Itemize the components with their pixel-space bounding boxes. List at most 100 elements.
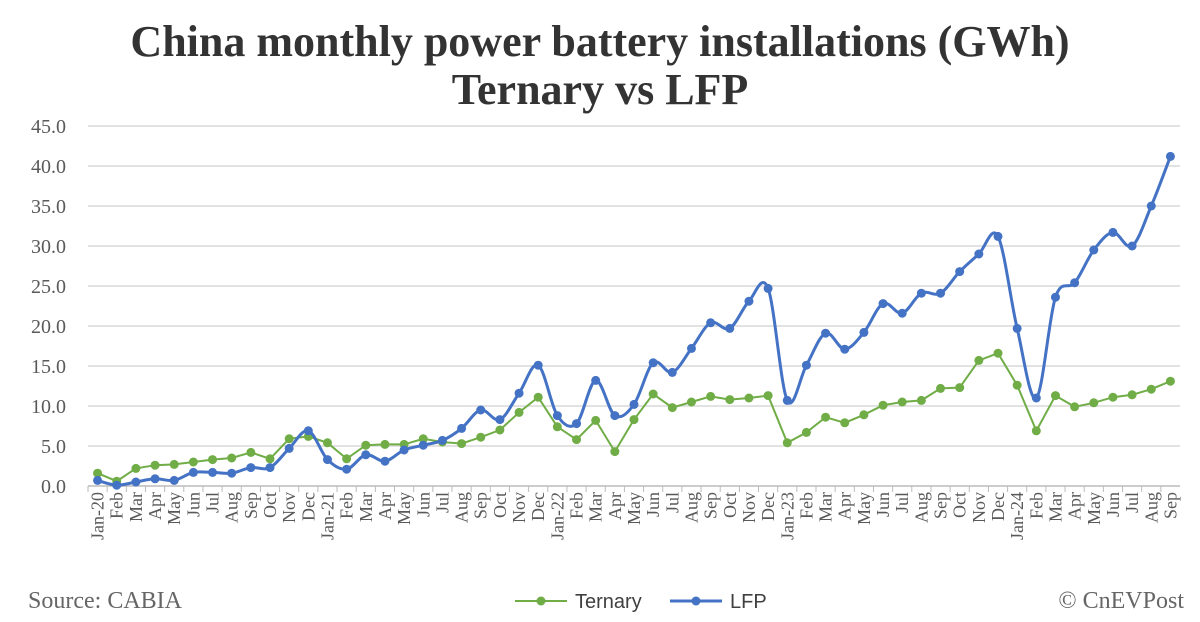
data-point-lfp <box>322 455 332 465</box>
data-point-lfp <box>801 360 811 370</box>
data-point-lfp <box>686 343 696 353</box>
x-tick-label: Apr <box>605 492 625 520</box>
x-tick-label: Jan-20 <box>88 492 108 540</box>
data-point-ternary <box>916 395 926 405</box>
data-point-lfp <box>591 375 601 385</box>
data-point-lfp <box>246 463 256 473</box>
y-tick-label: 35.0 <box>31 196 66 218</box>
data-point-ternary <box>572 435 582 445</box>
data-point-lfp <box>1070 278 1080 288</box>
data-point-ternary <box>552 422 562 432</box>
x-tick-label: Jun <box>1103 492 1123 517</box>
x-tick-label: Mar <box>816 492 836 522</box>
data-point-lfp <box>552 411 562 421</box>
data-point-ternary <box>418 434 428 444</box>
x-tick-label: Mar <box>356 492 376 522</box>
x-tick-label: Feb <box>1026 492 1046 519</box>
x-tick-label: Aug <box>452 492 472 523</box>
data-point-ternary <box>610 447 620 457</box>
data-point-ternary <box>533 392 543 402</box>
data-point-lfp <box>840 344 850 354</box>
data-point-lfp <box>265 463 275 473</box>
x-tick-label: Apr <box>835 492 855 520</box>
x-tick-label: Aug <box>1141 492 1161 523</box>
data-point-lfp <box>208 467 218 477</box>
data-point-ternary <box>1146 384 1156 394</box>
data-point-lfp <box>725 323 735 333</box>
data-point-lfp <box>782 395 792 405</box>
x-tick-label: Mar <box>1045 492 1065 522</box>
data-point-lfp <box>150 474 160 484</box>
data-point-lfp <box>1146 201 1156 211</box>
data-point-lfp <box>878 299 888 309</box>
x-tick-label: May <box>1084 492 1104 525</box>
data-point-ternary <box>859 410 869 420</box>
data-point-ternary <box>188 457 198 467</box>
y-tick-label: 5.0 <box>41 436 66 458</box>
credit-label: © CnEVPost <box>1058 588 1184 614</box>
x-tick-label: Nov <box>279 492 299 523</box>
x-tick-label: Jul <box>662 492 682 513</box>
data-point-ternary <box>227 453 237 463</box>
data-point-lfp <box>1050 292 1060 302</box>
x-tick-label: Jun <box>183 492 203 517</box>
data-point-lfp <box>131 477 141 487</box>
source-label: Source: CABIA <box>28 588 182 614</box>
x-tick-label: Nov <box>739 492 759 523</box>
data-point-lfp <box>476 405 486 415</box>
data-point-lfp <box>897 308 907 318</box>
data-point-lfp <box>955 267 965 277</box>
data-point-ternary <box>1031 426 1041 436</box>
data-point-ternary <box>1165 376 1175 386</box>
data-point-ternary <box>1089 398 1099 408</box>
legend-label-ternary: Ternary <box>575 591 642 613</box>
data-point-lfp <box>610 411 620 421</box>
x-tick-label: Dec <box>528 492 548 521</box>
x-tick-label: Dec <box>758 492 778 521</box>
data-point-ternary <box>1127 390 1137 400</box>
data-point-ternary <box>591 415 601 425</box>
data-point-lfp <box>93 475 103 485</box>
data-point-ternary <box>801 427 811 437</box>
x-tick-label: Nov <box>969 492 989 523</box>
x-tick-label: Apr <box>1065 492 1085 520</box>
x-tick-label: Jan-24 <box>1007 492 1027 540</box>
data-point-ternary <box>955 383 965 393</box>
data-point-lfp <box>667 367 677 377</box>
x-tick-label: Mar <box>586 492 606 522</box>
x-tick-label: May <box>854 492 874 525</box>
data-point-lfp <box>361 450 371 460</box>
x-tick-label: Sep <box>931 492 951 519</box>
data-point-lfp <box>533 360 543 370</box>
data-point-ternary <box>1070 402 1080 412</box>
x-tick-label: Sep <box>701 492 721 519</box>
data-point-lfp <box>188 467 198 477</box>
data-point-ternary <box>763 391 773 401</box>
y-tick-label: 30.0 <box>31 236 66 258</box>
data-point-lfp <box>1031 393 1041 403</box>
x-tick-label: Jul <box>203 492 223 513</box>
x-tick-label: Feb <box>567 492 587 519</box>
data-point-ternary <box>495 425 505 435</box>
data-point-ternary <box>284 434 294 444</box>
data-point-ternary <box>667 403 677 413</box>
data-point-ternary <box>265 454 275 464</box>
data-point-lfp <box>859 327 869 337</box>
x-tick-label: May <box>624 492 644 525</box>
data-point-lfp <box>303 426 313 436</box>
data-point-ternary <box>380 439 390 449</box>
data-point-lfp <box>1012 323 1022 333</box>
x-tick-label: Oct <box>490 492 510 518</box>
data-point-ternary <box>476 432 486 442</box>
data-point-lfp <box>974 249 984 259</box>
data-point-lfp <box>706 318 716 328</box>
data-point-ternary <box>878 400 888 410</box>
data-point-ternary <box>514 407 524 417</box>
y-tick-label: 10.0 <box>31 396 66 418</box>
data-point-ternary <box>342 454 352 464</box>
data-point-ternary <box>629 415 639 425</box>
data-point-lfp <box>916 288 926 298</box>
x-tick-label: Apr <box>375 492 395 520</box>
